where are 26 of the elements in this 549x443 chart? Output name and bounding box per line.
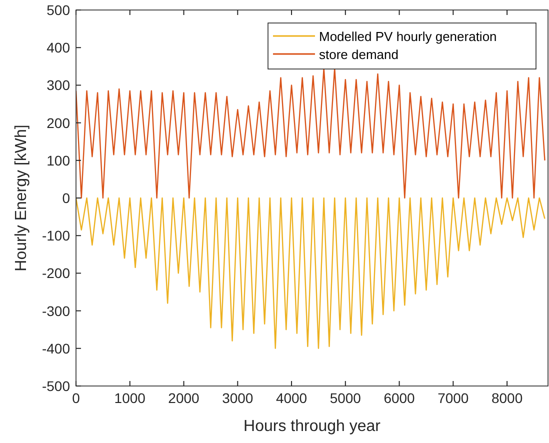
- y-tick-label: 200: [46, 114, 70, 131]
- y-tick-label: 0: [62, 190, 70, 206]
- legend-label: store demand: [319, 47, 398, 62]
- y-tick-label: 100: [46, 152, 70, 168]
- x-tick-label: 1000: [114, 390, 146, 406]
- y-tick-label: -400: [42, 340, 70, 356]
- legend-label: Modelled PV hourly generation: [319, 29, 497, 44]
- x-tick-label: 7000: [438, 390, 469, 406]
- y-tick-label: 500: [46, 2, 70, 18]
- x-tick-label: 2000: [168, 390, 200, 406]
- y-tick-label: 400: [46, 40, 70, 56]
- y-tick-label: -200: [42, 265, 70, 282]
- line-series: [76, 68, 546, 199]
- x-tick-label: 4000: [276, 390, 308, 406]
- y-tick-label: -500: [42, 378, 70, 394]
- y-tick-label: -300: [42, 302, 70, 319]
- line-series: [76, 197, 546, 349]
- x-tick-label: 8000: [491, 390, 523, 406]
- x-tick-label: 0: [72, 390, 80, 406]
- x-tick-label: 5000: [330, 390, 362, 406]
- x-tick-label: 3000: [222, 390, 254, 406]
- y-tick-label: -100: [42, 228, 70, 244]
- x-axis-title: Hours through year: [244, 418, 382, 435]
- y-axis-title: Hourly Energy [kWh]: [13, 124, 30, 272]
- x-tick-label: 6000: [384, 390, 416, 406]
- y-tick-label: 300: [46, 77, 70, 94]
